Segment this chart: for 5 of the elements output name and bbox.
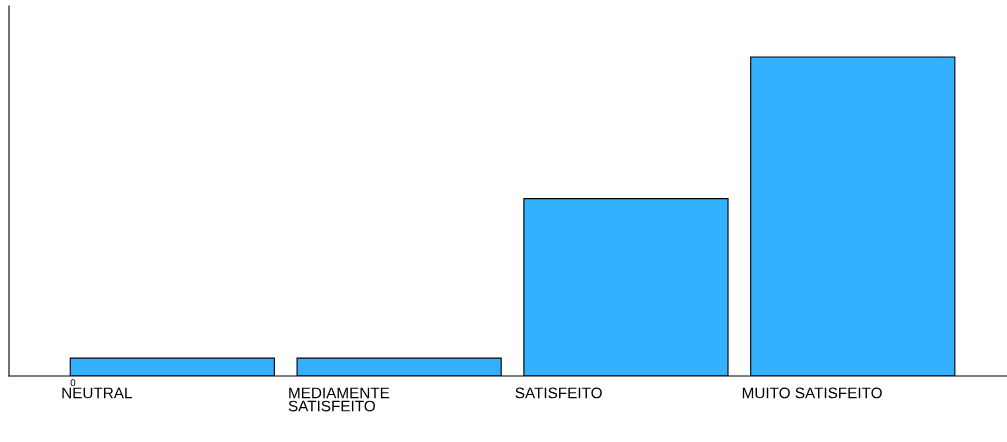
x-tick-label: NEUTRAL bbox=[62, 387, 132, 399]
text: 0 bbox=[70, 379, 76, 387]
x-tick-label: MEDIAMENTE SATISFEITO bbox=[288, 387, 390, 412]
x-tick-label: SATISFEITO bbox=[515, 387, 602, 399]
x-tick-label: MUITO SATISFEITO bbox=[742, 387, 882, 399]
